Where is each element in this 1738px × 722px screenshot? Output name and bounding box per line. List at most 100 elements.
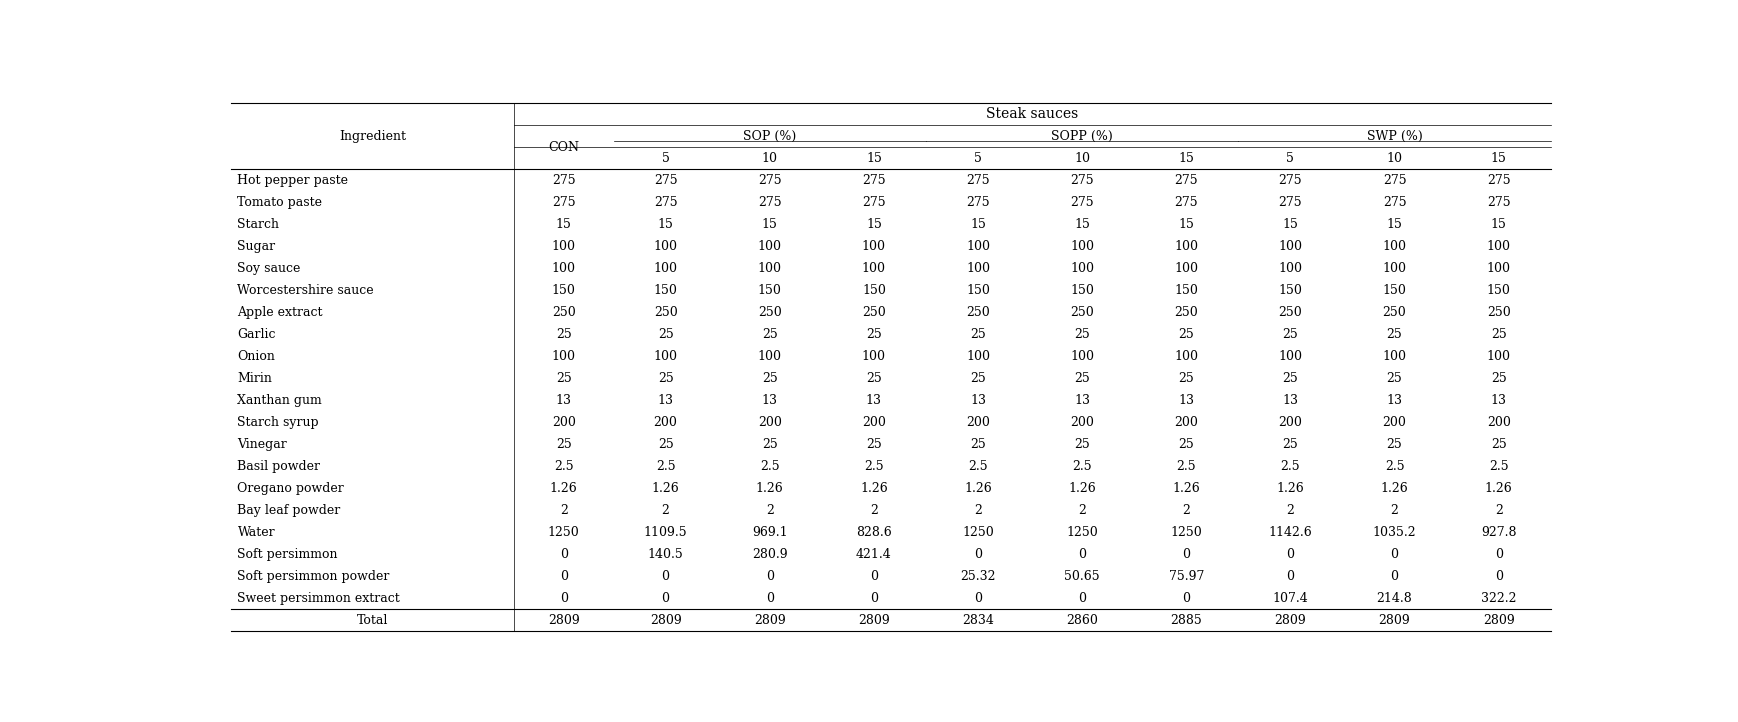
Text: 25: 25 [970, 438, 985, 451]
Text: 25: 25 [556, 328, 572, 341]
Text: SWP (%): SWP (%) [1366, 130, 1422, 143]
Text: 100: 100 [1382, 350, 1406, 363]
Text: 275: 275 [1175, 174, 1197, 187]
Text: 927.8: 927.8 [1481, 526, 1517, 539]
Text: 2.5: 2.5 [760, 460, 780, 473]
Text: 25: 25 [1283, 328, 1298, 341]
Text: 2.5: 2.5 [1489, 460, 1509, 473]
Text: 2.5: 2.5 [554, 460, 574, 473]
Text: 25: 25 [1283, 438, 1298, 451]
Text: 100: 100 [1382, 240, 1406, 253]
Text: 2809: 2809 [1274, 614, 1307, 627]
Text: 275: 275 [1486, 174, 1510, 187]
Text: 13: 13 [1387, 394, 1403, 407]
Text: Oregano powder: Oregano powder [238, 482, 344, 495]
Text: 100: 100 [551, 240, 575, 253]
Text: 0: 0 [1495, 548, 1503, 561]
Text: 15: 15 [1491, 218, 1507, 231]
Text: 1109.5: 1109.5 [643, 526, 688, 539]
Text: SOPP (%): SOPP (%) [1051, 130, 1112, 143]
Text: 2: 2 [1495, 504, 1503, 517]
Text: 25.32: 25.32 [961, 570, 996, 583]
Text: 15: 15 [761, 218, 777, 231]
Text: 275: 275 [862, 174, 886, 187]
Text: 250: 250 [1175, 306, 1197, 319]
Text: 25: 25 [1074, 328, 1090, 341]
Text: 0: 0 [1078, 548, 1086, 561]
Text: Sugar: Sugar [238, 240, 276, 253]
Text: 25: 25 [970, 372, 985, 385]
Text: 10: 10 [1387, 152, 1403, 165]
Text: Mirin: Mirin [238, 372, 273, 385]
Text: 0: 0 [662, 592, 669, 605]
Text: 13: 13 [556, 394, 572, 407]
Text: 1.26: 1.26 [1380, 482, 1408, 495]
Text: 275: 275 [553, 196, 575, 209]
Text: 25: 25 [1491, 372, 1507, 385]
Text: 100: 100 [1071, 240, 1095, 253]
Text: 150: 150 [1071, 284, 1095, 297]
Text: 13: 13 [1283, 394, 1298, 407]
Text: 1.26: 1.26 [756, 482, 784, 495]
Text: 150: 150 [1175, 284, 1197, 297]
Text: Basil powder: Basil powder [238, 460, 320, 473]
Text: 250: 250 [966, 306, 991, 319]
Text: 200: 200 [1486, 416, 1510, 429]
Text: Starch: Starch [238, 218, 280, 231]
Text: 200: 200 [758, 416, 782, 429]
Text: 13: 13 [970, 394, 985, 407]
Text: 100: 100 [653, 262, 678, 275]
Text: 275: 275 [1383, 196, 1406, 209]
Text: Tomato paste: Tomato paste [238, 196, 323, 209]
Text: 100: 100 [1279, 262, 1302, 275]
Text: Starch syrup: Starch syrup [238, 416, 320, 429]
Text: Soy sauce: Soy sauce [238, 262, 301, 275]
Text: 25: 25 [1074, 438, 1090, 451]
Text: 275: 275 [1486, 196, 1510, 209]
Text: 2809: 2809 [1378, 614, 1411, 627]
Text: 0: 0 [1182, 548, 1191, 561]
Text: 200: 200 [1175, 416, 1197, 429]
Text: 100: 100 [551, 350, 575, 363]
Text: 0: 0 [871, 570, 878, 583]
Text: 25: 25 [556, 372, 572, 385]
Text: Bay leaf powder: Bay leaf powder [238, 504, 341, 517]
Text: 2.5: 2.5 [968, 460, 987, 473]
Text: 25: 25 [657, 438, 674, 451]
Text: 0: 0 [662, 570, 669, 583]
Text: 1.26: 1.26 [1484, 482, 1512, 495]
Text: 2885: 2885 [1170, 614, 1203, 627]
Text: 2.5: 2.5 [655, 460, 676, 473]
Text: 100: 100 [758, 262, 782, 275]
Text: 2: 2 [1182, 504, 1191, 517]
Text: 140.5: 140.5 [648, 548, 683, 561]
Text: 2860: 2860 [1065, 614, 1098, 627]
Text: 2809: 2809 [1483, 614, 1514, 627]
Text: 100: 100 [1175, 350, 1197, 363]
Text: 5: 5 [662, 152, 669, 165]
Text: 322.2: 322.2 [1481, 592, 1517, 605]
Text: 1.26: 1.26 [549, 482, 577, 495]
Text: 0: 0 [1390, 548, 1399, 561]
Text: 100: 100 [862, 350, 886, 363]
Text: 15: 15 [1491, 152, 1507, 165]
Text: 15: 15 [1178, 218, 1194, 231]
Text: 275: 275 [1383, 174, 1406, 187]
Text: 2: 2 [1390, 504, 1399, 517]
Text: 100: 100 [1175, 262, 1197, 275]
Text: 250: 250 [862, 306, 886, 319]
Text: 200: 200 [1279, 416, 1302, 429]
Text: 200: 200 [653, 416, 678, 429]
Text: 2809: 2809 [859, 614, 890, 627]
Text: 25: 25 [1491, 438, 1507, 451]
Text: 2: 2 [1286, 504, 1295, 517]
Text: 25: 25 [657, 372, 674, 385]
Text: 421.4: 421.4 [857, 548, 892, 561]
Text: 25: 25 [556, 438, 572, 451]
Text: 2834: 2834 [963, 614, 994, 627]
Text: 15: 15 [1074, 218, 1090, 231]
Text: 150: 150 [553, 284, 575, 297]
Text: 275: 275 [653, 174, 678, 187]
Text: 1035.2: 1035.2 [1373, 526, 1416, 539]
Text: 25: 25 [657, 328, 674, 341]
